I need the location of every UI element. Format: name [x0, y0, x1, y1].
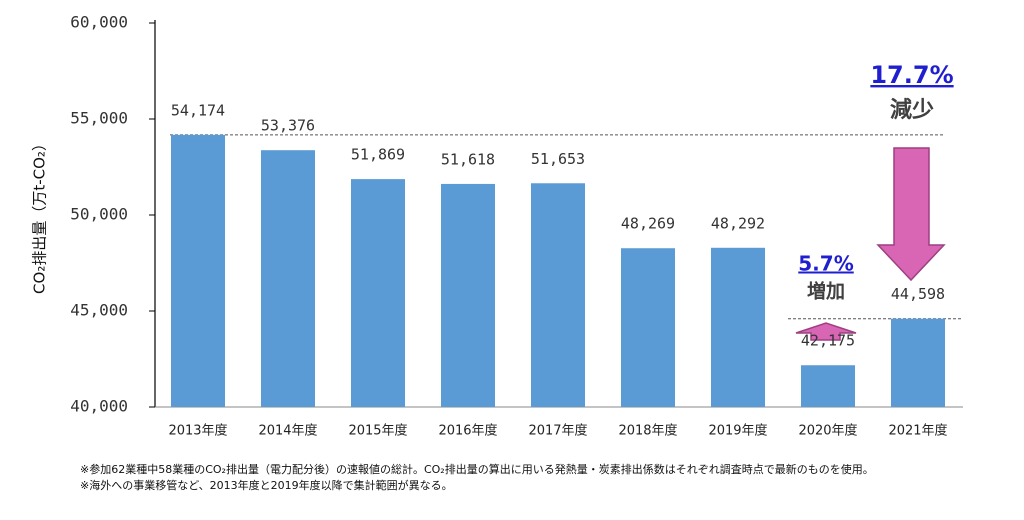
footnote: ※参加62業種中58業種のCO₂排出量（電力配分後）の速報値の総計。CO₂排出量…: [80, 463, 874, 476]
x-tick-label: 2013年度: [168, 423, 227, 439]
y-tick-label: 45,000: [70, 301, 128, 320]
value-label: 42,175: [801, 332, 855, 350]
bar: [801, 365, 855, 407]
annotation-value: 17.7%: [870, 61, 953, 89]
value-label: 48,269: [621, 215, 675, 233]
bar: [711, 247, 765, 407]
y-tick-label: 60,000: [70, 13, 128, 32]
y-tick-label: 55,000: [70, 109, 128, 128]
x-tick-label: 2021年度: [888, 423, 947, 439]
x-tick-label: 2020年度: [798, 423, 857, 439]
chart: CO₂排出量（万t-CO₂） 17.7% 減少 5.7% 増加 40,000 45…: [31, 13, 963, 439]
decrease-arrow: [876, 147, 946, 282]
x-tick-label: 2016年度: [438, 423, 497, 439]
x-tick-label: 2017年度: [528, 423, 587, 439]
bar: [441, 183, 495, 407]
bar: [621, 248, 675, 407]
annotation-text: 減少: [890, 98, 934, 123]
value-label: 48,292: [711, 214, 765, 232]
bar: [351, 179, 405, 407]
x-tick-label: 2014年度: [258, 423, 317, 439]
value-label: 51,653: [531, 150, 585, 168]
footnote: ※海外への事業移管など、2013年度と2019年度以降で集計範囲が異なる。: [80, 479, 453, 492]
x-tick-label: 2019年度: [708, 423, 767, 439]
x-tick-label: 2018年度: [618, 423, 677, 439]
value-label: 53,376: [261, 117, 315, 135]
bar: [531, 183, 585, 407]
footnotes: ※参加62業種中58業種のCO₂排出量（電力配分後）の速報値の総計。CO₂排出量…: [80, 462, 940, 494]
y-axis-label: CO₂排出量（万t-CO₂）: [31, 136, 49, 294]
y-tick-label: 40,000: [70, 397, 128, 416]
value-label: 51,869: [351, 146, 405, 164]
x-tick-label: 2015年度: [348, 423, 407, 439]
increase-arrow: [795, 322, 857, 341]
bar: [891, 318, 945, 407]
value-label: 54,174: [171, 101, 225, 119]
bar: [171, 134, 225, 408]
value-label: 44,598: [891, 285, 945, 303]
annotation-text: 増加: [807, 280, 845, 303]
annotation-value: 5.7%: [798, 252, 853, 276]
bar: [261, 150, 315, 408]
y-tick-label: 50,000: [70, 205, 128, 224]
value-label: 51,618: [441, 150, 495, 168]
